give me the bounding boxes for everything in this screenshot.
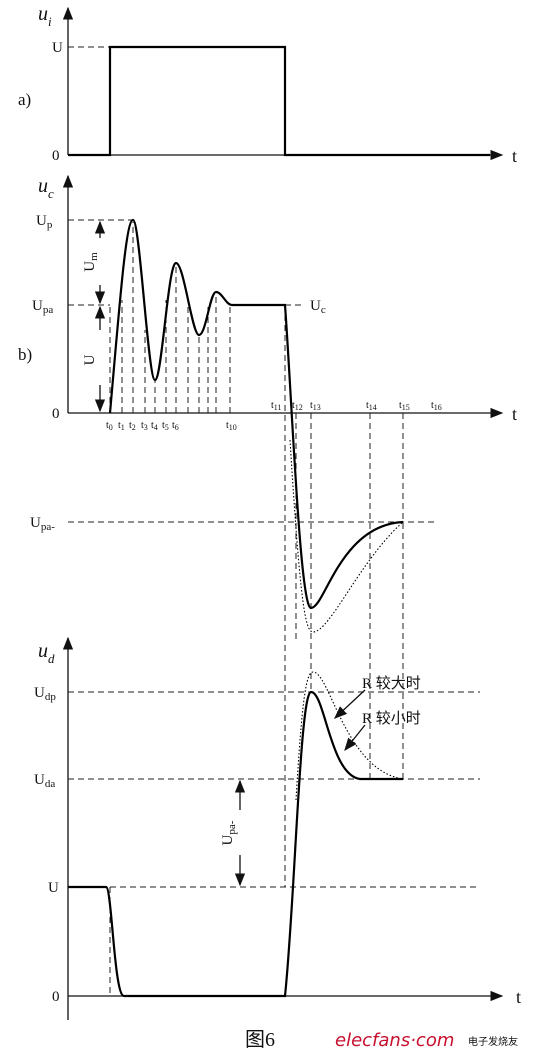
time-label-part: t (162, 420, 165, 431)
level-label: U (48, 880, 59, 896)
axis-label: ui (38, 3, 52, 29)
time-label-part: t (310, 400, 313, 411)
time-label-part: t (431, 400, 434, 411)
time-label-part: t (271, 400, 274, 411)
time-label-part: 2 (132, 423, 136, 432)
time-label-part: 12 (295, 403, 303, 412)
panel-label: a) (18, 90, 31, 109)
time-label-part: 15 (402, 403, 410, 412)
level-label: Uda (34, 772, 55, 790)
time-label-part: 1 (121, 423, 125, 432)
time-label: t6 (172, 420, 179, 432)
level-label: Upa- (30, 515, 55, 533)
time-label: t5 (162, 420, 169, 432)
level-label: Uc (310, 298, 326, 316)
axis-label: ud (38, 640, 55, 666)
time-label: t4 (151, 420, 158, 432)
time-label-part: 6 (175, 423, 179, 432)
signal (68, 690, 403, 998)
watermark: elecfans·com (335, 1030, 454, 1051)
time-label-part: 10 (229, 423, 237, 432)
annotation: R 较大时 (362, 674, 421, 692)
panel-label: b) (18, 345, 32, 364)
panel-b: uc Up Upa 0 t Upa- Uc b) Um U t0 t1 t2 t3 t4… (18, 174, 517, 887)
time-label-part: t (366, 400, 369, 411)
time-label: t0 (106, 420, 113, 432)
level-label: 0 (52, 989, 60, 1005)
time-label-part: 0 (109, 423, 113, 432)
time-label: t10 (226, 420, 237, 432)
time-label-part: t (172, 420, 175, 431)
panel-d: ud Udp Uda U 0 t Upa- R 较大时 R 较小时 (34, 636, 521, 1020)
level-label: U (52, 40, 63, 56)
time-label-part: 3 (144, 423, 148, 432)
watermark: 电子发烧友 (468, 1035, 518, 1048)
pointer (344, 724, 366, 752)
time-label: t12 (292, 400, 303, 412)
time-label: t3 (141, 420, 148, 432)
time-label: t15 (399, 400, 410, 412)
time-label: t14 (366, 400, 377, 412)
time-label-part: 14 (369, 403, 377, 412)
axis-label: t (512, 404, 517, 424)
time-label-part: t (106, 420, 109, 431)
time-label-part: t (129, 420, 132, 431)
signal-alt (295, 671, 404, 801)
pointer (334, 689, 366, 719)
time-label: t1 (118, 420, 125, 432)
axis-label: t (516, 987, 521, 1007)
time-label-part: 4 (154, 423, 158, 432)
level-label: Upa (32, 298, 53, 316)
time-label: t16 (431, 400, 442, 412)
signal (68, 45, 490, 157)
time-label-part: t (141, 420, 144, 431)
annotation: R 较小时 (362, 709, 421, 727)
signal (108, 218, 404, 610)
level-label: 0 (52, 406, 60, 422)
time-label-part: t (292, 400, 295, 411)
time-label: t13 (310, 400, 321, 412)
dim-label: Um (82, 252, 100, 272)
time-label-part: 5 (165, 423, 169, 432)
level-label: Udp (34, 685, 56, 703)
time-label-part: 13 (313, 403, 321, 412)
time-label-part: t (399, 400, 402, 411)
time-label-part: 16 (434, 403, 442, 412)
dim-label: Upa- (220, 820, 238, 845)
level-label: 0 (52, 148, 60, 164)
panel-a: ui U 0 t a) (18, 3, 517, 166)
time-label-part: 11 (274, 403, 282, 412)
guides (68, 219, 435, 887)
time-label: t11 (271, 400, 281, 412)
signal-alt (289, 439, 404, 633)
time-label-part: t (226, 420, 229, 431)
level-label: Up (36, 213, 53, 231)
time-label-part: t (151, 420, 154, 431)
guides (68, 691, 480, 996)
caption: 图6 (245, 1029, 275, 1051)
time-label-part: t (118, 420, 121, 431)
axis-label: uc (38, 175, 54, 201)
dim-label: U (82, 354, 98, 365)
time-label: t2 (129, 420, 136, 432)
axis-label: t (512, 146, 517, 166)
